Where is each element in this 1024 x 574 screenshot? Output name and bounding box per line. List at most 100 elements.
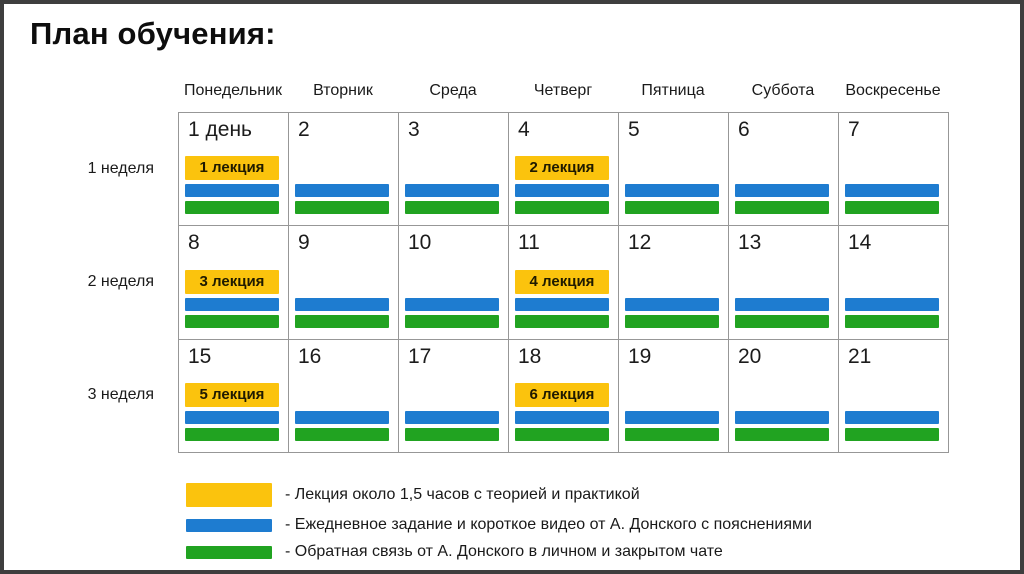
week-label: 2 неделя (87, 272, 154, 290)
day-cell: 5 (619, 113, 729, 227)
day-number: 9 (298, 231, 310, 255)
week-label: 3 неделя (87, 386, 154, 404)
cell-spacer (515, 141, 609, 156)
daily-task-bar (295, 297, 389, 311)
feedback-bar (735, 427, 829, 441)
feedback-bar (515, 314, 609, 328)
lecture-badge: 2 лекция (515, 156, 609, 181)
cell-spacer (625, 141, 719, 156)
lecture-badge: 6 лекция (515, 382, 609, 407)
cell-spacer (185, 368, 279, 383)
day-number: 1 день (188, 118, 252, 141)
cell-spacer (845, 368, 939, 383)
day-header: Вторник (313, 82, 373, 99)
feedback-bar (625, 427, 719, 441)
legend-row: - Обратная связь от А. Донского в личном… (186, 543, 812, 561)
week-label: 1 неделя (87, 159, 154, 177)
cell-spacer (405, 141, 499, 156)
feedback-bar (735, 314, 829, 328)
day-number: 11 (518, 231, 540, 255)
day-number: 2 (298, 118, 310, 141)
task-legend-swatch (186, 518, 272, 532)
day-header: Понедельник (184, 82, 282, 99)
day-header: Суббота (751, 82, 815, 99)
day-number: 17 (408, 344, 432, 368)
cell-spacer (405, 368, 499, 383)
lecture-badge: 4 лекция (515, 269, 609, 294)
feedback-bar (845, 427, 939, 441)
feedback-bar (625, 201, 719, 215)
day-cell: 8 3 лекция (179, 226, 289, 340)
day-number: 3 (408, 118, 420, 141)
day-number: 13 (738, 231, 762, 255)
feedback-bar (405, 201, 499, 215)
day-cell: 20 (729, 339, 839, 453)
day-cell: 15 5 лекция (179, 339, 289, 453)
cell-spacer (295, 141, 389, 156)
feedback-bar (185, 427, 279, 441)
cell-spacer (845, 141, 939, 156)
feedback-bar (515, 427, 609, 441)
day-header: Воскресенье (845, 82, 941, 99)
feedback-bar (405, 314, 499, 328)
day-cell: 17 (399, 339, 509, 453)
cell-spacer (845, 254, 939, 269)
legend-row: - Лекция около 1,5 часов с теорией и пра… (186, 483, 812, 507)
day-cell: 13 (729, 226, 839, 340)
day-cell: 1 день 1 лекция (179, 113, 289, 227)
cell-spacer (735, 141, 829, 156)
daily-task-bar (185, 184, 279, 198)
day-cell: 14 (839, 226, 949, 340)
day-number: 7 (848, 118, 860, 141)
day-number: 6 (738, 118, 750, 141)
day-number: 20 (738, 344, 762, 368)
cell-spacer (625, 254, 719, 269)
day-cell: 12 (619, 226, 729, 340)
day-number: 8 (188, 231, 200, 255)
daily-task-bar (295, 184, 389, 198)
cell-spacer (295, 368, 389, 383)
day-number: 15 (188, 344, 212, 368)
legend-text: - Лекция около 1,5 часов с теорией и пра… (285, 486, 640, 503)
day-number: 12 (628, 231, 652, 255)
day-cell: 6 (729, 113, 839, 227)
day-cell: 19 (619, 339, 729, 453)
cell-spacer (185, 254, 279, 269)
daily-task-bar (625, 297, 719, 311)
daily-task-bar (405, 184, 499, 198)
daily-task-bar (515, 410, 609, 424)
cell-spacer (625, 368, 719, 383)
day-header: Среда (429, 82, 477, 99)
daily-task-bar (515, 184, 609, 198)
week-labels-column: 1 неделя 2 неделя 3 неделя (54, 112, 154, 452)
legend-text: - Обратная связь от А. Донского в личном… (285, 543, 723, 560)
day-cell: 3 (399, 113, 509, 227)
feedback-bar (735, 201, 829, 215)
daily-task-bar (405, 297, 499, 311)
feedback-legend-swatch (186, 545, 272, 559)
day-number: 5 (628, 118, 640, 141)
day-of-week-header-row: Понедельник Вторник Среда Четверг Пятница Суб… (178, 82, 948, 100)
daily-task-bar (185, 297, 279, 311)
daily-task-bar (845, 297, 939, 311)
daily-task-bar (845, 184, 939, 198)
day-number: 4 (518, 118, 530, 141)
day-number: 16 (298, 344, 322, 368)
cell-spacer (405, 254, 499, 269)
cell-spacer (185, 141, 279, 156)
day-number: 18 (518, 344, 542, 368)
daily-task-bar (295, 410, 389, 424)
feedback-bar (295, 427, 389, 441)
daily-task-bar (185, 410, 279, 424)
lecture-badge: 5 лекция (185, 382, 279, 407)
feedback-bar (185, 314, 279, 328)
day-header: Пятница (641, 82, 705, 99)
feedback-bar (295, 314, 389, 328)
legend: - Лекция около 1,5 часов с теорией и пра… (186, 483, 812, 570)
day-header: Четверг (533, 82, 593, 99)
lecture-badge: 1 лекция (185, 156, 279, 181)
cell-spacer (295, 254, 389, 269)
feedback-bar (405, 427, 499, 441)
legend-row: - Ежедневное задание и короткое видео от… (186, 516, 812, 534)
feedback-bar (625, 314, 719, 328)
